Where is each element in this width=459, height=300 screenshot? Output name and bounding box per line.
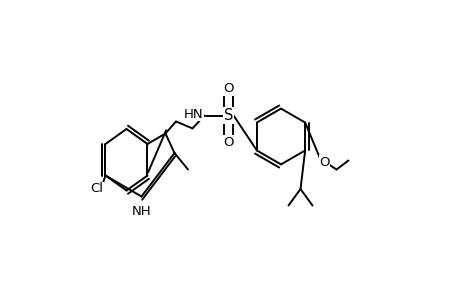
Text: O: O bbox=[319, 155, 329, 169]
Text: O: O bbox=[223, 136, 233, 149]
Text: NH: NH bbox=[131, 205, 151, 218]
Text: Cl: Cl bbox=[90, 182, 103, 196]
Text: HN: HN bbox=[183, 107, 202, 121]
Text: O: O bbox=[223, 82, 233, 95]
Text: S: S bbox=[224, 108, 233, 123]
